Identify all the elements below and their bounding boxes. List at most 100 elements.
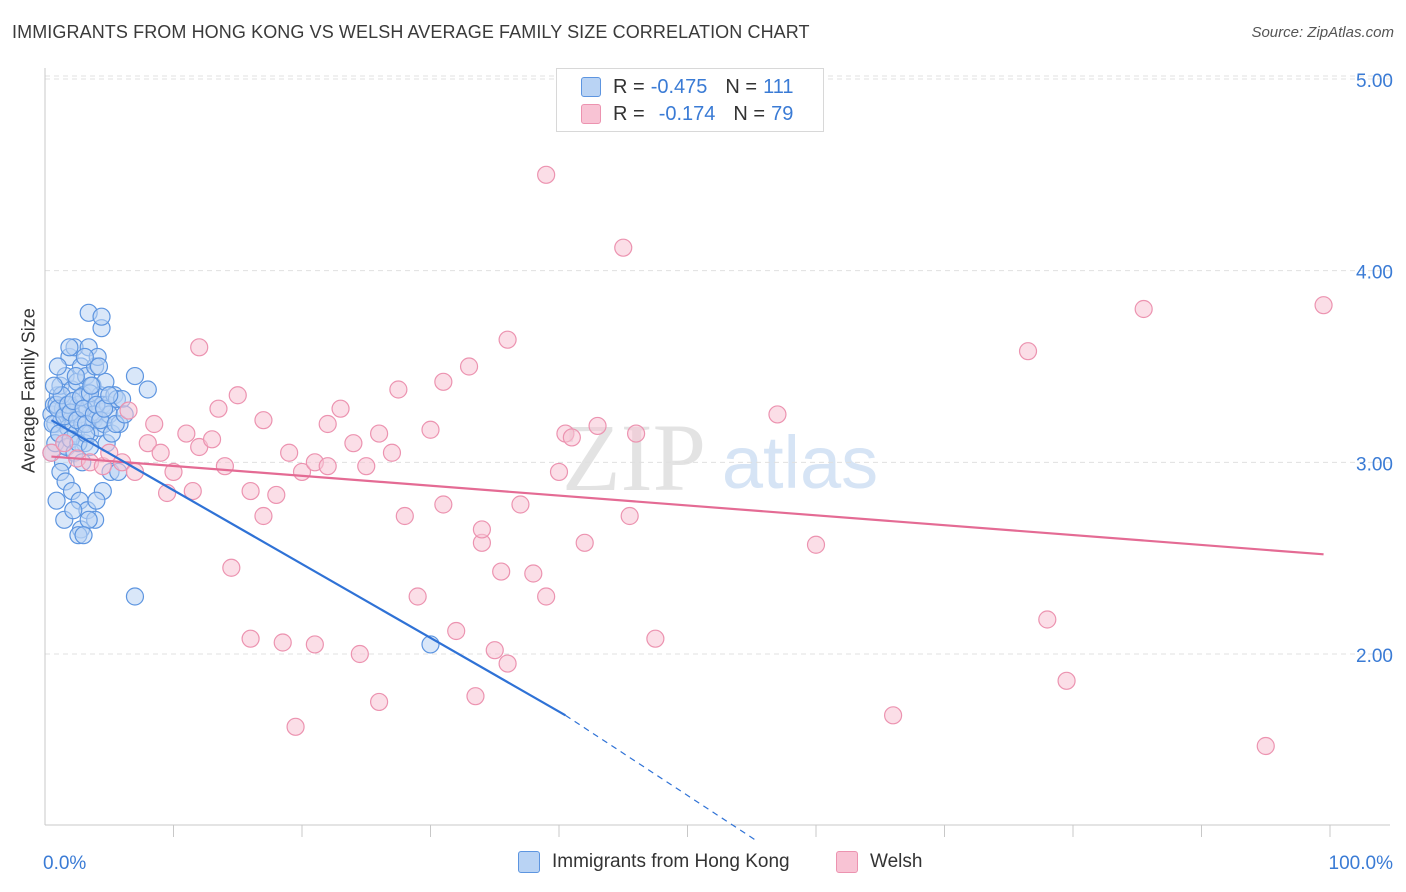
legend-row-hong-kong: R = -0.475 N = 111 bbox=[557, 74, 794, 100]
data-point-welsh bbox=[806, 535, 826, 554]
gridlines bbox=[45, 75, 1390, 655]
legend-swatch-pink bbox=[581, 104, 601, 124]
data-point-welsh bbox=[273, 633, 292, 652]
data-point-welsh bbox=[498, 330, 517, 349]
data-point-hong-kong bbox=[89, 357, 109, 376]
data-point-welsh bbox=[370, 424, 389, 443]
data-point-welsh bbox=[511, 495, 530, 514]
data-point-welsh bbox=[55, 434, 74, 453]
data-point-welsh bbox=[1256, 736, 1275, 756]
legend-label-welsh: Welsh bbox=[870, 851, 923, 872]
data-point-hong-kong bbox=[74, 526, 93, 545]
data-point-welsh bbox=[646, 629, 665, 648]
legend-item-hong-kong: Immigrants from Hong Kong bbox=[518, 851, 790, 873]
legend-swatch-blue bbox=[581, 77, 601, 97]
data-point-welsh bbox=[228, 386, 247, 405]
data-point-welsh bbox=[280, 443, 299, 462]
data-point-welsh bbox=[389, 380, 408, 399]
data-point-welsh bbox=[164, 462, 183, 482]
series-welsh-points bbox=[42, 165, 1333, 756]
trend-lines bbox=[50, 419, 1324, 843]
data-point-welsh bbox=[305, 635, 324, 654]
data-point-welsh bbox=[177, 424, 196, 443]
data-point-welsh bbox=[318, 414, 337, 434]
data-point-welsh bbox=[119, 401, 138, 420]
data-point-welsh bbox=[768, 405, 787, 424]
legend-n-value: 111 bbox=[763, 75, 794, 98]
data-point-hong-kong bbox=[44, 376, 64, 395]
data-point-welsh bbox=[537, 165, 556, 184]
legend-n-label: N = bbox=[733, 102, 766, 125]
legend-swatch-blue bbox=[518, 851, 540, 873]
data-point-welsh bbox=[434, 372, 453, 391]
y-tick-label: 4.00 bbox=[1356, 263, 1393, 284]
data-point-welsh bbox=[241, 481, 260, 501]
data-point-welsh bbox=[138, 434, 157, 453]
correlation-legend: R = -0.475 N = 111 R = -0.174 N = 79 bbox=[556, 68, 824, 132]
axes bbox=[44, 68, 1390, 837]
watermark-atlas: atlas bbox=[722, 421, 878, 504]
legend-label-hong-kong: Immigrants from Hong Kong bbox=[552, 851, 790, 872]
data-point-welsh bbox=[318, 457, 337, 476]
chart-title: IMMIGRANTS FROM HONG KONG VS WELSH AVERA… bbox=[12, 22, 810, 42]
data-point-welsh bbox=[588, 416, 607, 436]
data-point-hong-kong bbox=[92, 307, 111, 326]
data-point-welsh bbox=[492, 562, 511, 581]
data-point-welsh bbox=[202, 430, 222, 449]
data-point-welsh bbox=[254, 506, 273, 526]
data-point-welsh bbox=[485, 641, 504, 660]
data-point-welsh bbox=[562, 428, 581, 447]
data-point-hong-kong bbox=[87, 491, 106, 510]
legend-r-value: -0.174 bbox=[658, 102, 716, 125]
data-point-welsh bbox=[190, 338, 209, 357]
trend-line-hong-kong bbox=[50, 419, 566, 717]
data-point-welsh bbox=[883, 706, 903, 725]
legend-r-value: -0.475 bbox=[650, 75, 708, 98]
data-point-hong-kong bbox=[79, 510, 98, 529]
data-point-welsh bbox=[408, 587, 427, 606]
data-point-hong-kong bbox=[75, 347, 94, 367]
data-point-hong-kong bbox=[138, 380, 157, 399]
chart-source: Source: ZipAtlas.com bbox=[1251, 24, 1394, 41]
data-point-welsh bbox=[222, 558, 241, 577]
y-tick-label: 5.00 bbox=[1356, 71, 1393, 92]
data-point-welsh bbox=[537, 587, 556, 606]
data-point-welsh bbox=[626, 424, 646, 443]
data-point-welsh bbox=[498, 654, 517, 673]
data-point-welsh bbox=[549, 462, 569, 482]
data-point-hong-kong bbox=[48, 357, 67, 376]
data-point-welsh bbox=[524, 564, 543, 583]
data-point-welsh bbox=[331, 399, 350, 418]
x-tick-label: 0.0% bbox=[43, 853, 86, 874]
data-point-welsh bbox=[447, 621, 466, 641]
data-point-welsh bbox=[382, 443, 402, 462]
data-point-welsh bbox=[1314, 296, 1333, 315]
data-point-welsh bbox=[241, 629, 260, 648]
data-point-welsh bbox=[151, 443, 170, 462]
data-point-welsh bbox=[434, 495, 453, 514]
data-point-hong-kong bbox=[66, 366, 85, 386]
data-point-welsh bbox=[620, 506, 639, 526]
data-point-hong-kong bbox=[60, 338, 79, 357]
data-point-welsh bbox=[421, 420, 440, 439]
data-point-welsh bbox=[575, 533, 594, 552]
x-tick-label: 100.0% bbox=[1329, 853, 1394, 874]
data-point-welsh bbox=[395, 506, 414, 526]
legend-r-label: R = bbox=[613, 102, 645, 125]
y-tick-label: 3.00 bbox=[1356, 454, 1393, 475]
data-point-welsh bbox=[183, 481, 202, 501]
data-point-hong-kong bbox=[82, 376, 101, 395]
trend-line-welsh bbox=[51, 455, 1324, 556]
data-point-welsh bbox=[209, 399, 228, 418]
data-point-welsh bbox=[614, 238, 633, 257]
data-point-welsh bbox=[1134, 299, 1153, 319]
data-point-hong-kong bbox=[125, 366, 145, 386]
data-point-hong-kong bbox=[125, 587, 145, 606]
series-hong-kong-points bbox=[42, 303, 440, 654]
legend-swatch-pink bbox=[836, 851, 858, 873]
legend-r-label: R = bbox=[613, 75, 645, 98]
data-point-welsh bbox=[1018, 342, 1038, 361]
data-point-hong-kong bbox=[100, 386, 119, 405]
data-point-welsh bbox=[286, 717, 305, 736]
data-point-welsh bbox=[459, 357, 479, 376]
